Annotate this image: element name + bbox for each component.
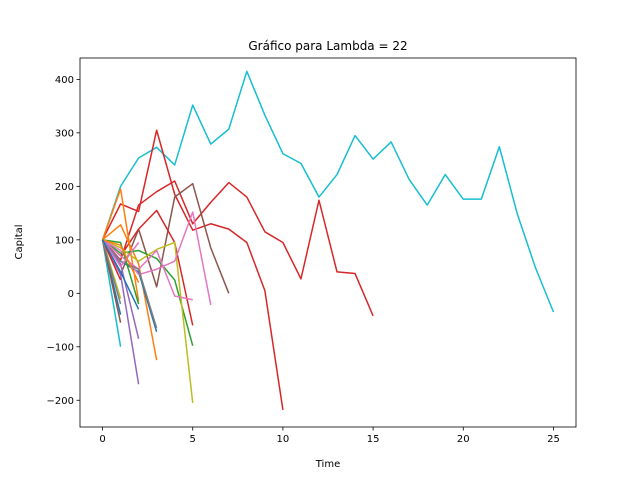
x-tick-label: 10	[277, 434, 290, 445]
series-line-9	[102, 239, 194, 404]
series-line-25	[101, 239, 140, 310]
x-axis-ticks: 0 5 10 15 20 25	[99, 427, 560, 445]
x-tick-label: 20	[457, 434, 470, 445]
x-tick-label: 15	[367, 434, 380, 445]
series-line-4	[101, 182, 230, 294]
y-tick-label: 300	[55, 128, 74, 139]
series-line-13	[102, 239, 193, 301]
series-line-16	[102, 239, 140, 305]
y-tick-label: 400	[55, 75, 74, 86]
series-line-20	[101, 239, 140, 268]
x-tick-label: 5	[190, 434, 196, 445]
series-line-12	[102, 211, 212, 306]
y-axis-label: Capital	[14, 224, 25, 259]
x-axis-label: Time	[315, 459, 340, 470]
series-lines	[101, 70, 555, 411]
y-tick-label: 100	[55, 235, 74, 246]
series-line-1	[101, 70, 555, 313]
y-tick-label: −200	[47, 396, 74, 407]
chart-title: Gráfico para Lambda = 22	[248, 39, 407, 53]
y-tick-label: −100	[47, 342, 74, 353]
y-tick-label: 0	[68, 289, 74, 300]
x-tick-label: 0	[99, 434, 105, 445]
series-line-3	[101, 180, 374, 317]
x-tick-label: 25	[547, 434, 560, 445]
series-line-2	[101, 129, 284, 411]
y-tick-label: 200	[55, 182, 74, 193]
series-line-24	[101, 239, 122, 305]
y-axis-ticks: −200 −100 0 100 200 300 400	[47, 75, 80, 407]
series-line-19	[101, 239, 122, 323]
axes-frame	[79, 57, 577, 428]
series-line-15	[101, 239, 122, 347]
series-line-22	[102, 239, 140, 283]
